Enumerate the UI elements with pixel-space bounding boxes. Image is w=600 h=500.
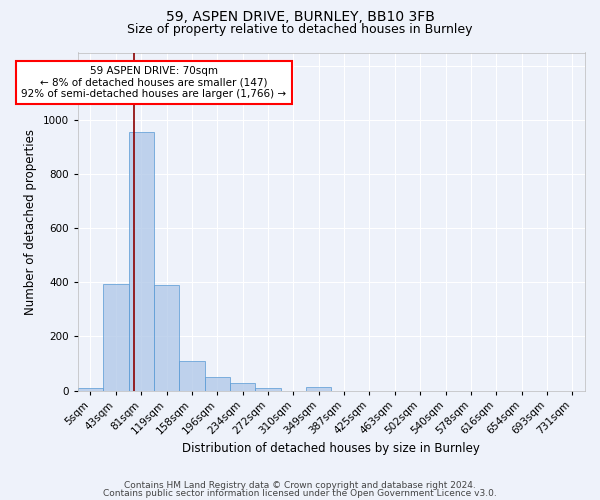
Bar [230,384,256,390]
Y-axis label: Number of detached properties: Number of detached properties [24,128,37,314]
Text: 59 ASPEN DRIVE: 70sqm
← 8% of detached houses are smaller (147)
92% of semi-deta: 59 ASPEN DRIVE: 70sqm ← 8% of detached h… [22,66,286,99]
Bar [128,132,154,390]
X-axis label: Distribution of detached houses by size in Burnley: Distribution of detached houses by size … [182,442,481,455]
Text: Contains public sector information licensed under the Open Government Licence v3: Contains public sector information licen… [103,488,497,498]
Text: Contains HM Land Registry data © Crown copyright and database right 2024.: Contains HM Land Registry data © Crown c… [124,481,476,490]
Bar [179,362,205,390]
Bar [205,377,230,390]
Text: 59, ASPEN DRIVE, BURNLEY, BB10 3FB: 59, ASPEN DRIVE, BURNLEY, BB10 3FB [166,10,434,24]
Bar [103,284,128,391]
Bar [256,388,281,390]
Bar [306,388,331,390]
Bar [78,388,103,390]
Text: Size of property relative to detached houses in Burnley: Size of property relative to detached ho… [127,22,473,36]
Bar [154,285,179,391]
